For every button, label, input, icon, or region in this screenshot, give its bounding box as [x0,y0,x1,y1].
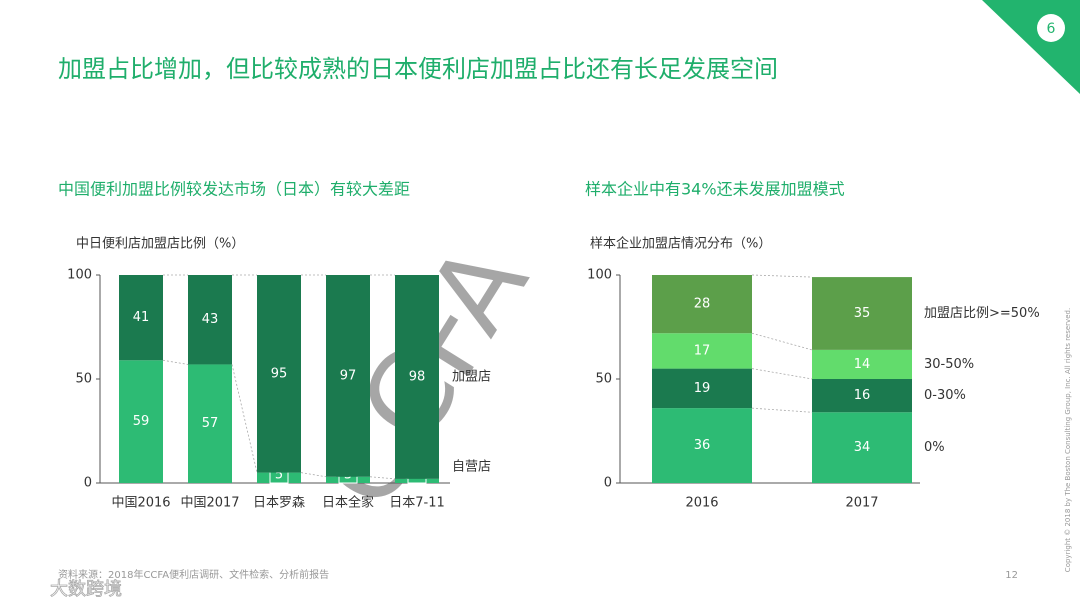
connector [369,476,396,480]
value-label: 28 [694,297,711,312]
y-tick-label: 50 [595,372,612,387]
bar-segment [119,360,163,483]
value-label: 35 [854,306,871,321]
value-label: 34 [854,440,871,455]
bar-segment [812,349,912,379]
connector [231,364,258,473]
value-label: 57 [202,416,219,431]
bar-segment [652,408,752,483]
y-tick-label: 50 [75,372,92,387]
chart-subtitle: 样本企业中有34%还未发展加盟模式 [585,180,845,199]
logo: 大数跨境 [50,579,122,600]
x-tick-label: 日本全家 [322,495,374,511]
connector [751,332,813,351]
value-label: 14 [854,357,871,372]
value-label: 43 [202,312,219,327]
copyright: Copyright © 2018 by The Boston Consultin… [1064,308,1072,572]
page-number: 6 [1047,21,1056,37]
value-label: 97 [340,368,357,383]
chart-title: 样本企业加盟店情况分布（%） [590,236,771,252]
bar-segment [188,275,232,365]
x-tick-label: 日本7-11 [389,496,445,511]
source: 资料来源：2018年CCFA便利店调研、文件检索、分析前报告 [58,568,329,581]
value-label: 16 [854,388,871,403]
slide-title: 加盟占比增加，但比较成熟的日本便利店加盟占比还有长足发展空间 [58,55,778,83]
bar-segment [652,333,752,369]
x-tick-label: 中国2017 [180,496,239,511]
value-label: 41 [133,310,150,325]
bar-segment [812,379,912,413]
value-label: 5 [275,468,283,483]
footer-number: 12 [1005,570,1018,581]
series-label: 30-50% [924,357,974,372]
connector [751,274,813,278]
bar-segment [326,275,370,477]
value-label: 59 [133,414,150,429]
chart-subtitle: 中国便利加盟比例较发达市场（日本）有较大差距 [58,180,410,199]
series-label: 加盟店比例>=50% [924,306,1040,321]
bar-segment [812,412,912,483]
bar-segment [119,275,163,361]
chart-title: 中日便利店加盟店比例（%） [76,237,244,252]
connector [751,368,813,380]
connector [751,407,813,413]
connector [300,472,327,478]
y-tick-label: 0 [84,476,92,491]
series-label: 加盟店 [452,369,491,384]
x-tick-label: 日本罗森 [253,496,305,511]
connector [162,359,189,365]
value-label: 36 [694,438,711,453]
value-label: 98 [409,369,426,384]
x-tick-label: 中国2016 [111,496,170,511]
x-tick-label: 2016 [685,496,718,511]
value-label: 17 [694,343,711,358]
bar-segment [395,275,439,479]
value-label: 95 [271,366,288,381]
corner-band [982,0,1080,94]
page-badge [1037,14,1065,42]
bar-segment [188,364,232,483]
x-tick-label: 2017 [845,496,878,511]
series-label: 自营店 [452,460,491,475]
y-tick-label: 100 [587,268,612,283]
value-label: 19 [694,381,711,396]
y-tick-label: 0 [604,476,612,491]
series-label: 0% [924,440,945,455]
bar-segment [652,275,752,334]
bar-segment [812,277,912,350]
y-tick-label: 100 [67,268,92,283]
bar-segment [257,275,301,473]
bar-segment [652,368,752,409]
series-label: 0-30% [924,388,966,403]
